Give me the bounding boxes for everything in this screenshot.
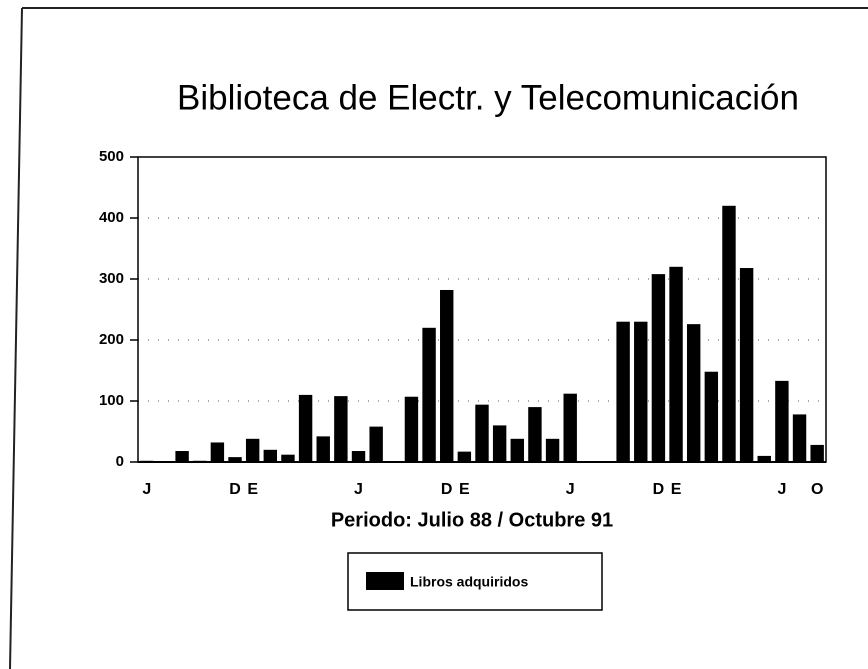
bar [792,414,807,462]
bar [316,436,330,462]
y-tick-label: 300 [99,270,124,287]
bar [616,321,630,462]
x-tick-label: E [671,481,682,498]
bar [651,274,666,462]
bar [775,380,789,462]
bar [704,371,719,462]
bar [298,394,313,462]
x-tick-label: O [811,481,823,498]
x-tick-label: J [142,481,151,498]
bar [422,327,436,462]
y-tick-label: 0 [116,453,124,470]
bar [739,268,754,462]
bar [457,451,472,462]
y-tick-label: 400 [99,209,124,226]
bar [475,404,489,462]
bar [369,426,383,462]
legend-label: Libros adquiridos [410,574,528,590]
x-tick-label: E [247,481,258,498]
y-tick-label: 500 [99,148,124,165]
bar [210,442,225,462]
y-tick-label: 100 [99,392,124,409]
y-tick-label: 200 [99,331,124,348]
bar [281,454,295,462]
bar [175,451,189,462]
legend-box [347,552,603,611]
bar [722,205,736,463]
x-tick-label: D [229,481,241,498]
bar [669,266,683,462]
bar [810,444,824,462]
x-tick-label: J [777,481,786,498]
bar [228,457,242,462]
bar [245,438,260,462]
x-tick-label: J [566,481,575,498]
bar [563,393,577,462]
bar [757,455,771,462]
bar [440,289,454,462]
chart-title: Biblioteca de Electr. y Telecomunicación [177,78,799,117]
bar [686,324,701,462]
frame-edge [9,7,23,669]
x-tick-label: E [459,481,470,498]
legend-swatch [366,572,404,590]
bar [334,396,348,462]
bar [492,425,507,462]
bar [510,438,524,462]
x-tick-label: D [653,481,665,498]
bar [634,321,648,462]
x-axis-label: Periodo: Julio 88 / Octubre 91 [331,509,613,531]
bar [545,438,560,462]
bar [263,449,278,462]
bar [351,451,366,462]
bar [404,396,419,462]
bar [528,407,542,462]
x-tick-label: J [354,481,363,498]
x-tick-label: D [441,481,453,498]
